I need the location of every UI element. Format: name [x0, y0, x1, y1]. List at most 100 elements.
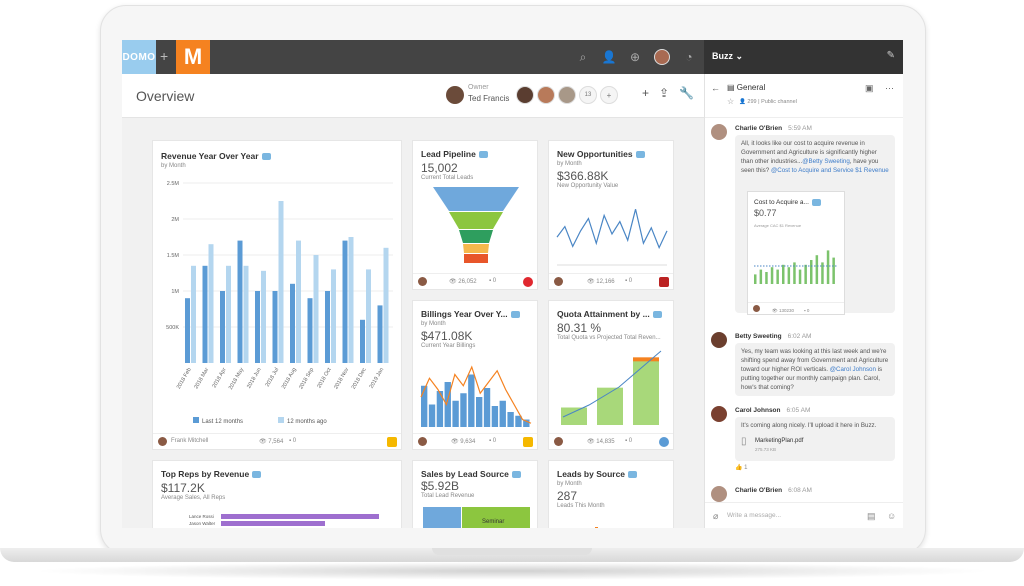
- x-tick-label: 2018 Nov: [333, 367, 350, 391]
- quota-chart: [561, 350, 662, 425]
- bar-prev12: [226, 265, 231, 363]
- x-tick-label: 2018 Feb: [176, 367, 193, 390]
- top-nav-bar: DOMO + M ⌕ 👤 ⊕ ◔: [122, 40, 704, 74]
- comments-count: ▪ 0: [625, 278, 633, 284]
- user-avatar[interactable]: [654, 49, 670, 65]
- buzz-menu[interactable]: Buzz ⌄: [712, 51, 744, 61]
- card-subtitle: Total Lead Revenue: [421, 493, 475, 499]
- x-tick-label: 2018 Dec: [351, 367, 368, 391]
- owner-name: Frank Mitchell: [171, 438, 209, 444]
- bar: [770, 267, 774, 284]
- certified-icon: [510, 311, 520, 319]
- bar: [815, 255, 819, 284]
- views-count: 👁 12,166: [587, 279, 615, 285]
- partner-logo[interactable]: M: [176, 40, 210, 74]
- card-new-opportunities[interactable]: New Opportunities by Month $366.88K New …: [548, 140, 674, 290]
- card-subtitle: by Month: [557, 481, 582, 487]
- viewer-count[interactable]: 13: [579, 86, 597, 104]
- card-lead-pipeline[interactable]: Lead Pipeline 15,002 Current Total Leads…: [412, 140, 538, 290]
- bar: [633, 360, 659, 425]
- funnel-stage: [433, 187, 519, 211]
- card-title: Sales by Lead Source: [421, 469, 509, 479]
- domo-logo[interactable]: DOMO: [122, 40, 156, 74]
- y-tick-label: 2.5M: [167, 181, 180, 187]
- reaction[interactable]: 👍 1: [735, 465, 748, 471]
- search-icon[interactable]: ⌕: [579, 49, 587, 64]
- threads-icon[interactable]: ▣: [865, 83, 874, 93]
- opportunities-line-chart: [556, 209, 668, 266]
- card-share-icon[interactable]: ▤: [867, 511, 876, 521]
- treemap-segment: [423, 507, 461, 528]
- card-value: $5.92B: [421, 479, 460, 493]
- bar-prev12: [261, 270, 266, 363]
- chat-icon[interactable]: ◔: [685, 50, 693, 64]
- card-revenue[interactable]: Revenue Year Over Year by Month 500K 1M 1.…: [152, 140, 402, 450]
- more-icon[interactable]: ⋯: [885, 83, 894, 93]
- mini-bar-chart: [754, 250, 838, 284]
- bar: [826, 250, 830, 284]
- message-input[interactable]: Write a message...: [727, 512, 782, 519]
- series-line: [556, 209, 668, 250]
- card-value: 80.31 %: [557, 321, 602, 335]
- card-billings[interactable]: Billings Year Over Y... by Month $471.08…: [412, 300, 538, 450]
- bar: [798, 269, 802, 284]
- legend-item-prev12: 12 months ago: [278, 417, 327, 425]
- owner-avatar: [418, 277, 427, 286]
- card-sales-lead-source[interactable]: Sales by Lead Source $5.92B Total Lead R…: [412, 460, 538, 528]
- share-icon[interactable]: ⇪: [658, 86, 670, 100]
- y-tick-label: 500K: [166, 325, 179, 331]
- attach-icon[interactable]: ⌀: [713, 511, 719, 521]
- wrench-icon[interactable]: 🔧: [679, 86, 694, 100]
- add-user-icon[interactable]: 👤: [601, 50, 617, 64]
- card-subtitle: Average Sales, All Reps: [161, 495, 226, 501]
- source-icon: [659, 277, 669, 287]
- bar-last12: [325, 291, 330, 363]
- card-subtitle-2: New Opportunity Value: [557, 183, 619, 189]
- star-icon[interactable]: ☆: [727, 97, 735, 106]
- card-footer: Frank Mitchell 👁 7,564 ▪ 0: [153, 433, 401, 449]
- card-top-reps[interactable]: Top Reps by Revenue $117.2K Average Sale…: [152, 460, 402, 528]
- back-arrow-icon[interactable]: ←: [711, 83, 720, 93]
- comments-count: ▪ 0: [489, 438, 497, 444]
- views-count: 👁 7,564: [259, 439, 284, 445]
- bar-prev12: [208, 244, 214, 363]
- card-leads-source[interactable]: Leads by Source by Month 287 Leads This …: [548, 460, 674, 528]
- card-title: Lead Pipeline: [421, 149, 476, 159]
- viewer-avatars[interactable]: 13 +: [516, 86, 618, 104]
- avatar: [711, 486, 727, 502]
- message-author: Charlie O'Brien 6:08 AM: [735, 487, 812, 494]
- bar-last12: [377, 305, 383, 363]
- add-card-icon[interactable]: +: [641, 86, 649, 100]
- bar-prev12: [296, 240, 301, 363]
- viewer-avatar: [558, 86, 576, 104]
- message-body: All, it looks like our cost to acquire r…: [735, 135, 895, 315]
- bar: [428, 404, 436, 427]
- share-user-icon[interactable]: +: [600, 86, 618, 104]
- compose-icon[interactable]: ✎: [886, 50, 895, 61]
- emoji-icon[interactable]: ☺: [887, 511, 897, 521]
- bar-last12: [290, 283, 295, 363]
- message-composer[interactable]: ⌀ Write a message... ▤ ☺: [705, 502, 903, 528]
- bar-last12: [237, 240, 243, 363]
- shared-card[interactable]: Cost to Acquire a... $0.77 Average CAC $…: [747, 191, 845, 315]
- bar-prev12: [191, 265, 196, 363]
- funnel-chart: [433, 187, 519, 263]
- card-title: Quota Attainment by ...: [557, 309, 650, 319]
- file-attachment[interactable]: ▯ MarketingPlan.pdf 275.73 KB: [741, 436, 804, 453]
- bar-prev12: [383, 247, 389, 363]
- owner-avatar: [554, 277, 563, 286]
- file-icon: ▯: [741, 436, 747, 447]
- channel-name[interactable]: ▤ General: [727, 83, 766, 92]
- card-subtitle: Average CAC $1 Revenue: [754, 223, 802, 228]
- buzz-bar: Buzz ⌄ ✎: [704, 40, 903, 74]
- bar: [444, 382, 451, 427]
- add-icon[interactable]: ⊕: [629, 50, 641, 64]
- bar: [452, 400, 459, 427]
- card-quota-attainment[interactable]: Quota Attainment by ... 80.31 % Total Qu…: [548, 300, 674, 450]
- x-tick-label: 2018 Mar: [193, 367, 210, 390]
- x-tick-label: 2019 Jan: [369, 367, 386, 390]
- bar: [421, 385, 428, 427]
- bar: [460, 393, 467, 427]
- bar: [476, 397, 483, 427]
- card-subtitle-2: Current Year Billings: [421, 343, 476, 349]
